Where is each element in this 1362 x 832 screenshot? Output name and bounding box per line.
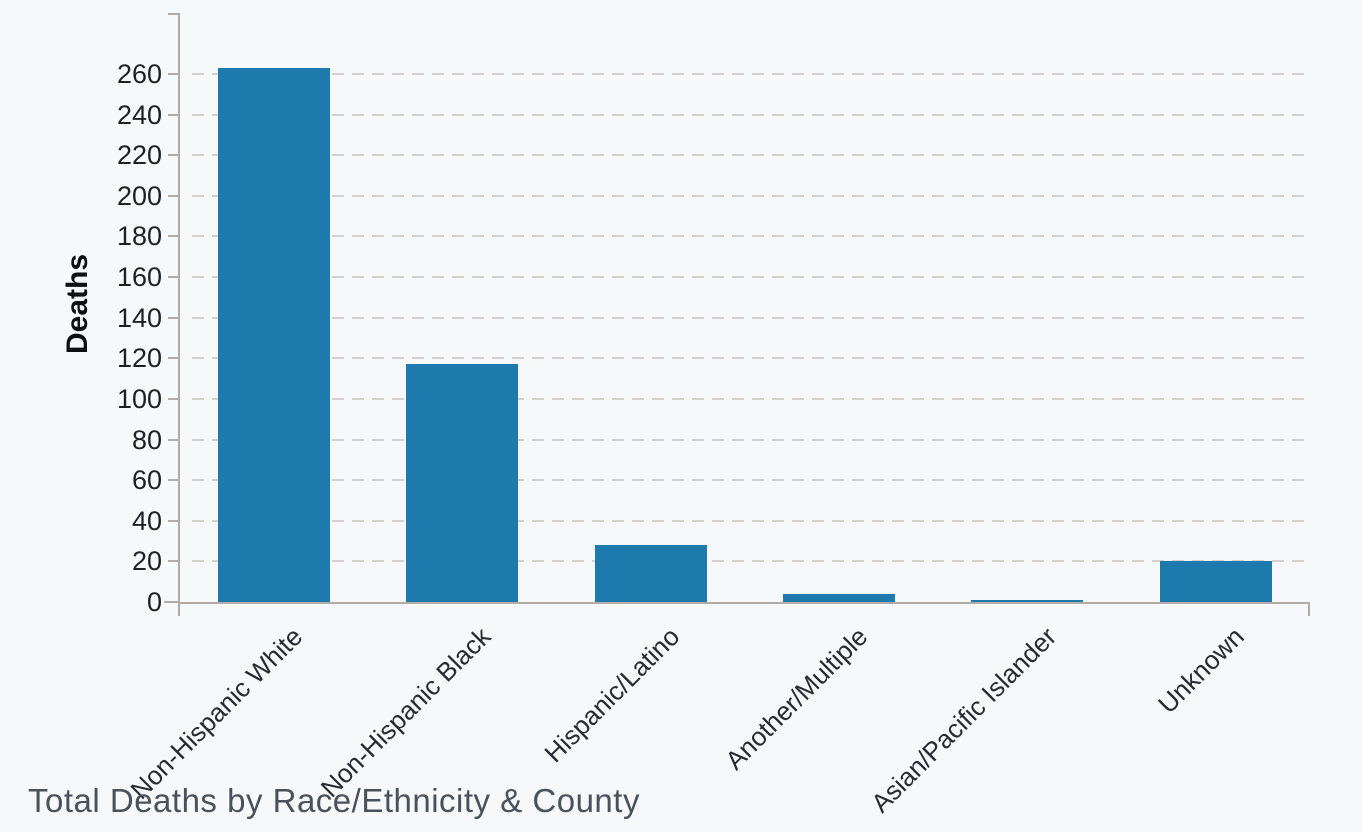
y-tick-120 xyxy=(168,357,178,360)
bar-asian-pacific-islander[interactable] xyxy=(971,599,1084,602)
gridline-20 xyxy=(192,560,1312,563)
y-tick-label-80: 80 xyxy=(131,424,162,455)
x-label-asian-pacific-islander: Asian/Pacific Islander xyxy=(864,621,1062,819)
gridline-200 xyxy=(192,194,1312,197)
y-axis-top-cap xyxy=(168,13,180,15)
y-tick-100 xyxy=(168,397,178,400)
y-tick-label-200: 200 xyxy=(116,180,162,211)
gridline-40 xyxy=(192,519,1312,522)
gridline-80 xyxy=(192,438,1312,441)
x-label-hispanic-latino: Hispanic/Latino xyxy=(538,621,686,769)
bar-another-multiple[interactable] xyxy=(782,593,895,602)
y-tick-label-60: 60 xyxy=(131,465,162,496)
y-tick-140 xyxy=(168,316,178,319)
y-tick-220 xyxy=(168,154,178,157)
x-axis-left-cap xyxy=(178,602,180,616)
y-tick-label-0: 0 xyxy=(146,587,162,617)
y-tick-60 xyxy=(168,479,178,482)
y-tick-label-40: 40 xyxy=(131,505,162,536)
x-label-non-hispanic-white: Non-Hispanic White xyxy=(124,621,309,805)
gridline-180 xyxy=(192,235,1312,238)
y-tick-80 xyxy=(168,438,178,441)
gridline-240 xyxy=(192,113,1312,116)
y-tick-label-100: 100 xyxy=(116,383,162,414)
gridline-60 xyxy=(192,479,1312,482)
y-tick-240 xyxy=(168,113,178,116)
y-tick-label-220: 220 xyxy=(116,140,162,171)
y-tick-label-180: 180 xyxy=(116,221,162,252)
gridline-100 xyxy=(192,397,1312,400)
y-tick-160 xyxy=(168,276,178,279)
bar-unknown[interactable] xyxy=(1159,561,1272,602)
y-axis-line xyxy=(178,13,180,604)
x-label-another-multiple: Another/Multiple xyxy=(719,621,874,776)
x-axis-right-cap xyxy=(1308,602,1310,616)
y-tick-label-260: 260 xyxy=(116,58,162,89)
x-label-unknown: Unknown xyxy=(1152,621,1251,720)
gridline-260 xyxy=(192,72,1312,75)
gridline-160 xyxy=(192,276,1312,279)
y-tick-label-240: 240 xyxy=(116,99,162,130)
y-tick-200 xyxy=(168,194,178,197)
y-axis-title: Deaths xyxy=(61,253,94,355)
bar-hispanic-latino[interactable] xyxy=(594,545,707,602)
bar-non-hispanic-black[interactable] xyxy=(406,364,519,602)
x-axis-line xyxy=(178,602,1310,604)
y-tick-20 xyxy=(168,560,178,563)
y-tick-260 xyxy=(168,72,178,75)
chart-title: Total Deaths by Race/Ethnicity & County xyxy=(28,782,640,819)
y-tick-label-140: 140 xyxy=(116,302,162,333)
y-tick-label-120: 120 xyxy=(116,343,162,374)
y-tick-label-20: 20 xyxy=(131,546,162,577)
y-tick-label-160: 160 xyxy=(116,262,162,293)
y-tick-180 xyxy=(168,235,178,238)
gridline-120 xyxy=(192,357,1312,360)
y-tick-40 xyxy=(168,519,178,522)
gridline-220 xyxy=(192,154,1312,157)
y-tick-0 xyxy=(164,601,178,603)
gridline-140 xyxy=(192,316,1312,319)
x-label-non-hispanic-black: Non-Hispanic Black xyxy=(315,621,497,803)
bar-non-hispanic-white[interactable] xyxy=(218,67,330,602)
